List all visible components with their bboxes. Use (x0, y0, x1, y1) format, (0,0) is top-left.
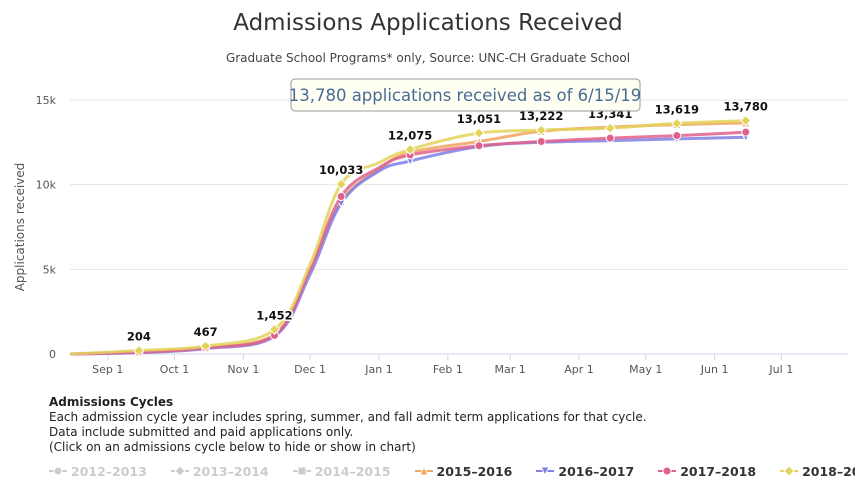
legend-item-2014-2015[interactable]: 2014–2015 (292, 463, 391, 479)
x-tick-label: Jul 1 (768, 363, 793, 376)
x-tick-label: Dec 1 (294, 363, 326, 376)
legend-label: 2014–2015 (314, 463, 391, 479)
series-2018-2019 (69, 114, 752, 357)
data-point (672, 131, 682, 141)
data-label: 10,033 (319, 163, 363, 177)
legend-symbol (170, 465, 189, 477)
notes-block: Admissions Cycles Each admission cycle y… (49, 395, 647, 455)
legend-symbol (49, 466, 67, 476)
legend-symbol (536, 466, 555, 477)
y-tick-label: 15k (36, 94, 57, 107)
legend-item-2012-2013[interactable]: 2012–2013 (49, 464, 147, 479)
x-tick-label: Apr 1 (564, 363, 594, 376)
data-label: 467 (194, 325, 218, 339)
data-point (404, 143, 416, 156)
legend-label: 2015–2016 (436, 463, 513, 479)
data-point (740, 114, 752, 127)
x-tick-label: Jan 1 (364, 363, 392, 376)
notes-heading: Admissions Cycles (49, 395, 174, 409)
y-tick-label: 10k (36, 179, 57, 192)
legend-marker (297, 466, 307, 476)
x-tick-label: Nov 1 (227, 363, 259, 376)
annotation-text: 13,780 applications received as of 6/15/… (289, 86, 642, 105)
data-label: 13,222 (519, 109, 563, 123)
legend-marker (540, 466, 551, 477)
y-tick-label: 0 (49, 348, 56, 361)
series-line (69, 130, 746, 356)
chart-legend: 2012–2013 2013–2014 2014–2015 2015–2016 2016… (49, 462, 855, 480)
notes-line-1: Each admission cycle year includes sprin… (49, 410, 647, 424)
y-axis-label: Applications received (13, 163, 27, 292)
data-point (473, 127, 485, 139)
data-point (671, 117, 683, 130)
legend-symbol (292, 466, 311, 476)
legend-item-2013-2014[interactable]: 2013–2014 (170, 463, 269, 479)
chart-title: Admissions Applications Received (233, 10, 622, 36)
legend-marker (418, 465, 429, 476)
legend-item-2015-2016[interactable]: 2015–2016 (414, 463, 513, 479)
data-label: 204 (127, 330, 151, 344)
data-label: 1,452 (256, 308, 292, 322)
data-point (133, 344, 145, 357)
legend-item-2018-2019[interactable]: 2018–2019 (780, 464, 855, 479)
legend-symbol (780, 465, 799, 477)
legend-marker (662, 466, 672, 476)
series-line (69, 135, 746, 356)
data-point (605, 133, 615, 143)
data-point (535, 124, 547, 136)
x-tick-label: Mar 1 (495, 363, 526, 376)
legend-marker (783, 465, 795, 477)
data-point (199, 340, 212, 352)
x-tick-label: Feb 1 (433, 363, 463, 376)
series-2016-2017 (69, 132, 751, 358)
legend-label: 2012–2013 (71, 463, 147, 479)
legend-marker (53, 466, 63, 476)
legend-label: 2017–2018 (680, 463, 757, 479)
data-point (474, 141, 484, 151)
line-chart: Admissions Applications Received Graduat… (13, 10, 848, 376)
legend-item-2017-2018[interactable]: 2017–2018 (658, 464, 756, 479)
data-point (536, 136, 546, 146)
notes-line-3: (Click on an admissions cycle below to h… (49, 440, 416, 454)
data-label: 13,619 (655, 102, 699, 116)
x-tick-label: Jun 1 (700, 363, 729, 376)
notes-line-2: Data include submitted and paid applicat… (49, 425, 354, 439)
x-tick-label: Oct 1 (160, 363, 190, 376)
legend-label: 2013–2014 (192, 463, 269, 479)
data-point (335, 178, 347, 190)
data-label: 13,051 (457, 112, 501, 126)
data-point (336, 192, 346, 202)
legend-marker (174, 465, 186, 477)
x-tick-label: May 1 (629, 363, 662, 376)
legend-item-2016-2017[interactable]: 2016–2017 (536, 464, 634, 479)
chart-subtitle: Graduate School Programs* only, Source: … (226, 51, 630, 65)
y-tick-label: 5k (43, 263, 57, 276)
legend-symbol (658, 466, 677, 476)
data-point (604, 122, 616, 134)
legend-label: 2018–2019 (802, 463, 855, 479)
annotation-box: 13,780 applications received as of 6/15/… (289, 78, 642, 112)
x-tick-label: Sep 1 (92, 363, 123, 376)
data-point (741, 127, 751, 137)
legend-symbol (414, 465, 433, 476)
legend-label: 2016–2017 (558, 463, 635, 479)
data-label: 13,780 (724, 100, 768, 114)
data-point (268, 323, 281, 336)
data-label: 12,075 (388, 129, 432, 143)
